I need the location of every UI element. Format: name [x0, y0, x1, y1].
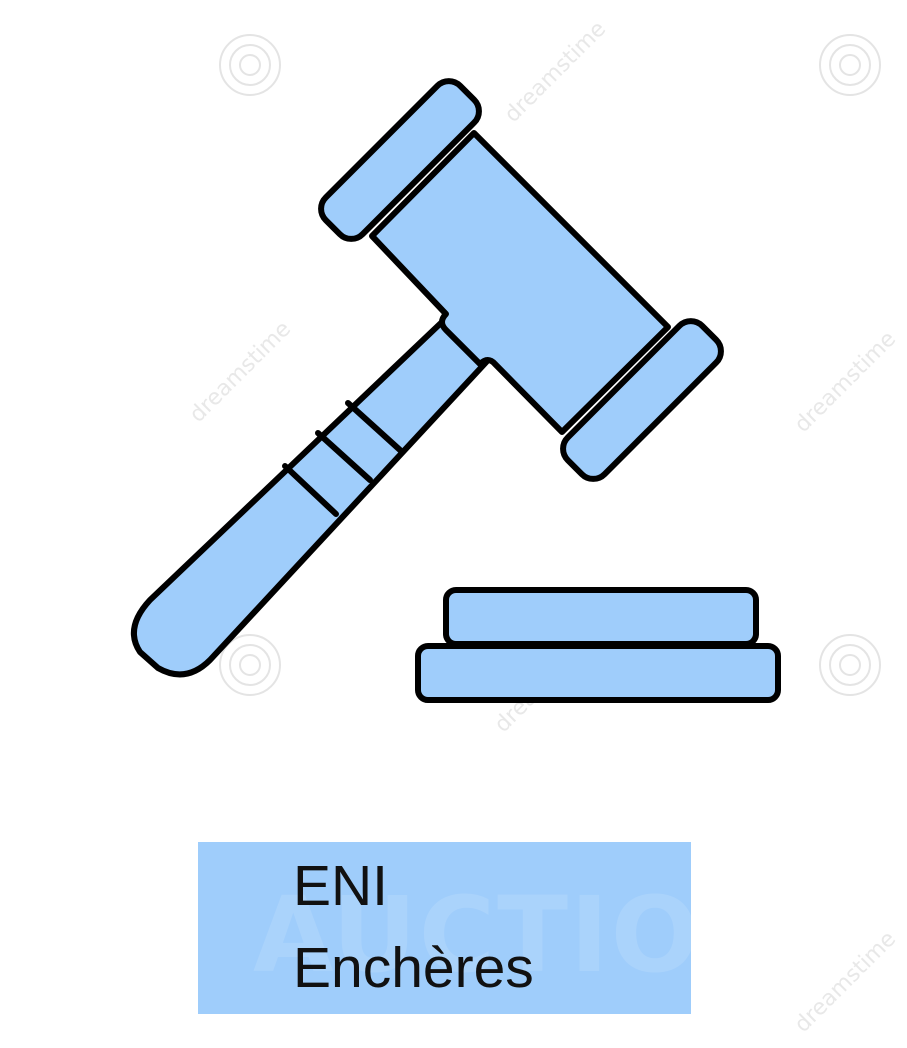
- gavel-grip-line: [315, 430, 373, 483]
- gavel-grip-line: [282, 463, 339, 517]
- logo-label-box: AUCTION ENI Enchères: [198, 842, 691, 1014]
- gavel-illustration: [130, 34, 881, 703]
- gavel-grip-line: [345, 400, 403, 453]
- sound-block-base: [415, 643, 781, 703]
- logo-background-text: AUCTION: [253, 874, 691, 996]
- logo-title-line2: Enchères: [293, 936, 534, 1000]
- watermark-spiral-icon: [219, 34, 881, 696]
- gavel-head: [369, 130, 671, 435]
- watermark-text: dreamstime: [790, 926, 902, 1038]
- logo-title-line1: ENI: [293, 854, 389, 918]
- sound-block-top: [443, 587, 759, 647]
- gavel-handle: [130, 319, 493, 678]
- gavel-head-cap-top: [318, 78, 482, 242]
- gavel-head-cap-bottom: [560, 318, 724, 482]
